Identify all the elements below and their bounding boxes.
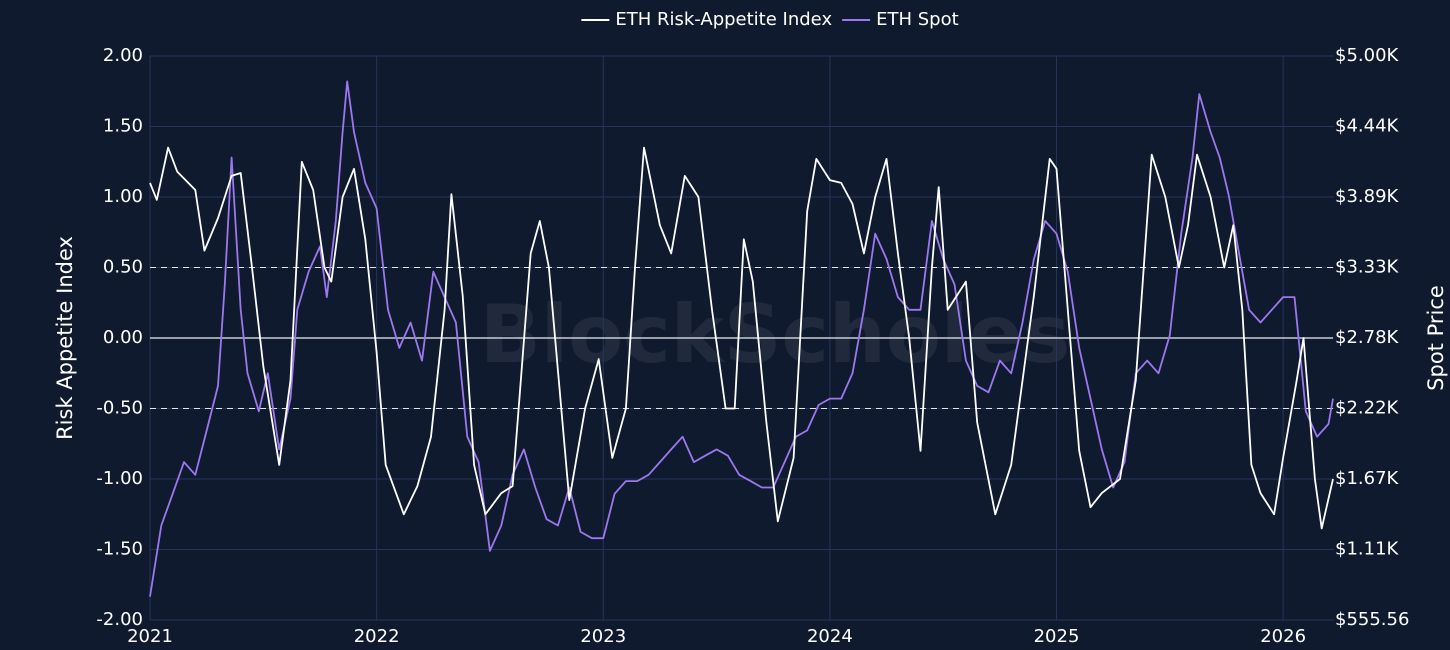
y2-tick-label: $2.22K — [1335, 398, 1400, 419]
y2-tick-label: $1.67K — [1335, 468, 1400, 489]
series-line — [149, 146, 1334, 530]
y2-tick-label: $2.78K — [1335, 327, 1400, 348]
y2-axis-title: Spot Price — [1424, 285, 1448, 391]
legend-label: ETH Spot — [876, 9, 959, 30]
y-axis-title: Risk Appetite Index — [53, 236, 77, 440]
y-tick-label: -1.00 — [96, 468, 143, 489]
y-tick-label: 2.00 — [103, 45, 143, 66]
y-tick-label: 1.50 — [103, 116, 143, 137]
y2-tick-label: $3.89K — [1335, 186, 1400, 207]
x-tick-label: 2025 — [1034, 626, 1080, 647]
legend: ETH Risk-Appetite Index ETH Spot — [581, 9, 959, 30]
y2-tick-label: $5.00K — [1335, 45, 1400, 66]
x-tick-label: 2026 — [1260, 626, 1306, 647]
y-tick-label: 0.50 — [103, 257, 143, 278]
y-tick-label: -2.00 — [96, 609, 143, 630]
y2-tick-label: $1.11K — [1335, 539, 1400, 560]
y-tick-label: -1.50 — [96, 539, 143, 560]
y-tick-label: 0.00 — [103, 327, 143, 348]
x-tick-label: 2024 — [807, 626, 853, 647]
y2-tick-label: $3.33K — [1335, 257, 1400, 278]
y2-tick-label: $4.44K — [1335, 116, 1400, 137]
watermark: BlockScholes — [480, 288, 1070, 381]
x-tick-label: 2022 — [354, 626, 400, 647]
y2-tick-label: $555.56 — [1335, 609, 1409, 630]
y-tick-label: -0.50 — [96, 398, 143, 419]
x-tick-label: 2023 — [580, 626, 626, 647]
y-tick-label: 1.00 — [103, 186, 143, 207]
x-tick-label: 2021 — [127, 626, 173, 647]
legend-label: ETH Risk-Appetite Index — [615, 9, 832, 30]
series-line — [149, 80, 1334, 597]
